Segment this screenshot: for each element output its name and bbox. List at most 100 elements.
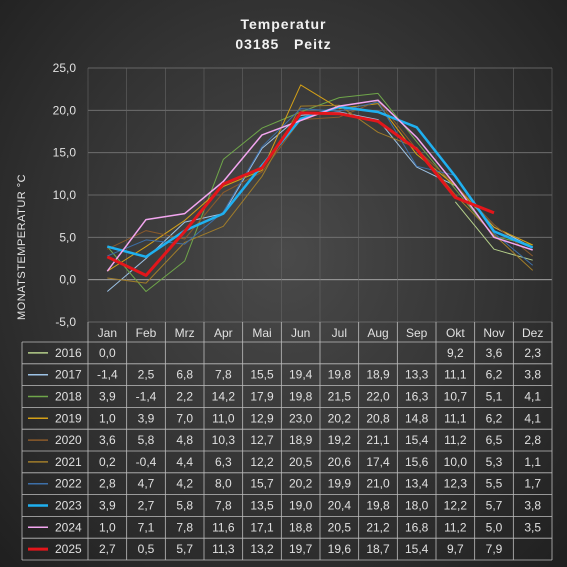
chart-title-block: Temperatur 03185 Peitz <box>0 14 567 54</box>
table-cell-value: 1,0 <box>99 520 116 534</box>
table-cell-value: 10,0 <box>444 455 468 469</box>
table-cell-value: 20,6 <box>328 455 352 469</box>
table-cell-value: 2,8 <box>99 477 116 491</box>
x-tick-label: Mai <box>252 326 271 340</box>
table-cell-value: 17,9 <box>250 390 274 404</box>
table-cell-value: 16,8 <box>405 520 429 534</box>
table-cell-value: -1,4 <box>136 390 157 404</box>
table-cell-value: 19,7 <box>289 542 313 556</box>
table-cell-value: 0,2 <box>99 455 116 469</box>
table-cell-value: 5,8 <box>176 499 193 513</box>
legend-label-2025: 2025 <box>55 542 82 556</box>
table-cell-value: -1,4 <box>97 368 118 382</box>
x-tick-label: Okt <box>446 326 465 340</box>
table-cell-value: 23,0 <box>289 411 313 425</box>
table-cell-value: 14,8 <box>405 411 429 425</box>
table-cell-value: 11,3 <box>212 542 235 556</box>
y-tick-label: 25,0 <box>53 61 77 75</box>
table-cell-value: 17,4 <box>366 455 390 469</box>
table-cell-value: 18,0 <box>405 499 429 513</box>
table-cell-value: 5,8 <box>138 433 155 447</box>
table-cell-value: 7,8 <box>215 368 232 382</box>
table-cell-value: 1,1 <box>524 455 541 469</box>
table-cell-value: 1,7 <box>524 477 541 491</box>
table-cell-value: 18,7 <box>366 542 390 556</box>
table-cell-value: 15,4 <box>405 433 429 447</box>
table-cell-value: 21,2 <box>366 520 390 534</box>
table-cell-value: 19,6 <box>328 542 352 556</box>
table-cell-value: 2,2 <box>176 390 193 404</box>
x-tick-label: Aug <box>367 326 388 340</box>
table-cell-value: 18,8 <box>289 520 313 534</box>
table-cell-value: 12,2 <box>444 499 468 513</box>
table-cell-value: 9,2 <box>447 346 464 360</box>
legend-label-2019: 2019 <box>55 411 82 425</box>
table-cell-value: 17,1 <box>250 520 274 534</box>
legend-label-2018: 2018 <box>55 390 82 404</box>
table-cell-value: 3,8 <box>524 368 541 382</box>
chart-subtitle: 03185 Peitz <box>235 36 332 52</box>
table-cell-value: 21,0 <box>366 477 390 491</box>
table-cell-value: 2,3 <box>524 346 541 360</box>
table-cell-value: 4,4 <box>176 455 193 469</box>
table-cell-value: 4,8 <box>176 433 193 447</box>
table-cell-value: 13,5 <box>250 499 274 513</box>
table-cell-value: 11,0 <box>212 411 235 425</box>
y-tick-label: 20,0 <box>53 103 77 117</box>
table-cell-value: 2,7 <box>99 542 116 556</box>
table-cell-value: 3,9 <box>138 411 155 425</box>
x-tick-label: Apr <box>214 326 233 340</box>
table-cell-value: 10,3 <box>212 433 236 447</box>
table-cell-value: 6,2 <box>486 368 503 382</box>
table-cell-value: 20,8 <box>366 411 390 425</box>
table-cell-value: 11,2 <box>444 520 467 534</box>
table-cell-value: 19,2 <box>328 433 352 447</box>
table-cell-value: 7,8 <box>215 499 232 513</box>
table-cell-value: 3,5 <box>524 520 541 534</box>
table-cell-value: 1,0 <box>99 411 116 425</box>
x-tick-label: Dez <box>522 326 543 340</box>
table-cell-value: 5,7 <box>486 499 503 513</box>
table-cell-value: 20,2 <box>328 411 352 425</box>
table-cell-value: 3,8 <box>524 499 541 513</box>
table-cell-value: 5,3 <box>486 455 503 469</box>
table-cell-value: 22,0 <box>366 390 390 404</box>
table-cell-value: 8,0 <box>215 477 232 491</box>
x-tick-label: Jun <box>291 326 310 340</box>
legend-label-2023: 2023 <box>55 499 82 513</box>
table-cell-value: 5,1 <box>486 390 503 404</box>
table-cell-value: 21,1 <box>366 433 390 447</box>
legend-label-2020: 2020 <box>55 433 82 447</box>
x-tick-label: Nov <box>483 326 504 340</box>
legend-label-2021: 2021 <box>55 455 82 469</box>
y-tick-label: 5,0 <box>59 230 76 244</box>
series-line-2018 <box>106 92 533 292</box>
table-cell-value: 19,8 <box>366 499 390 513</box>
x-tick-label: Jul <box>332 326 347 340</box>
x-tick-label: Sep <box>406 326 428 340</box>
table-cell-value: 5,7 <box>176 542 193 556</box>
table-cell-value: 21,5 <box>328 390 352 404</box>
table-cell-value: 0,5 <box>138 542 155 556</box>
table-cell-value: 15,4 <box>405 542 429 556</box>
legend-label-2016: 2016 <box>55 346 82 360</box>
y-tick-label: 0,0 <box>59 273 76 287</box>
table-cell-value: 12,3 <box>444 477 468 491</box>
x-tick-label: Jan <box>98 326 117 340</box>
table-cell-value: 6,8 <box>176 368 193 382</box>
table-cell-value: 11,1 <box>444 411 467 425</box>
table-cell-value: 18,9 <box>366 368 390 382</box>
chart-title: Temperatur <box>240 16 327 32</box>
table-cell-value: 6,3 <box>215 455 232 469</box>
table-cell-value: 4,7 <box>138 477 155 491</box>
table-cell-value: 2,8 <box>524 433 541 447</box>
y-tick-label: -5,0 <box>55 315 76 329</box>
table-cell-value: 6,2 <box>486 411 503 425</box>
table-cell-value: 10,7 <box>444 390 468 404</box>
x-tick-label: Mrz <box>175 326 195 340</box>
table-cell-value: 13,4 <box>405 477 429 491</box>
x-tick-label: Feb <box>136 326 157 340</box>
table-cell-value: 3,9 <box>99 390 116 404</box>
